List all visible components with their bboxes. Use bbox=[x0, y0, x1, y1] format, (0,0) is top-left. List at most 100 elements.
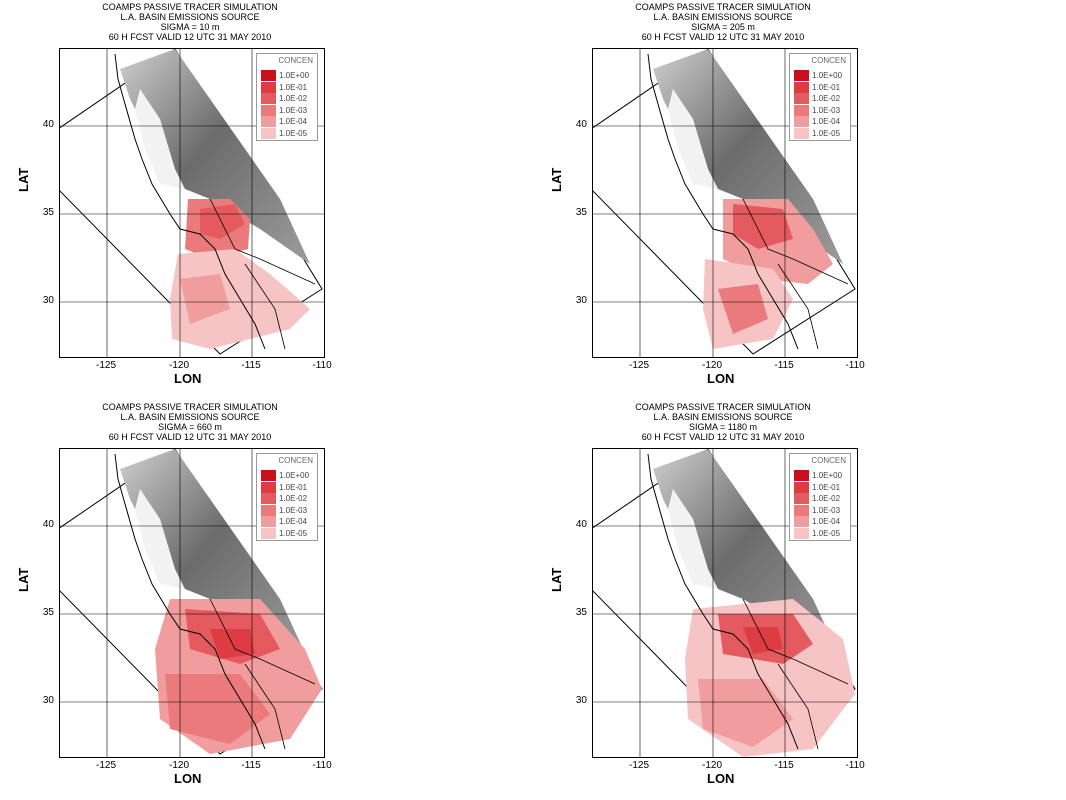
legend-swatch bbox=[794, 70, 809, 81]
legend-label: 1.0E-03 bbox=[279, 105, 308, 115]
y-tick-label: 35 bbox=[42, 607, 54, 618]
legend-swatch bbox=[794, 493, 809, 504]
x-axis-label: LON bbox=[174, 371, 202, 386]
x-tick-label: -125 bbox=[95, 760, 116, 771]
coastline bbox=[647, 453, 799, 750]
legend-label: 1.0E-05 bbox=[812, 128, 841, 138]
legend-entry: 1.0E-03 bbox=[794, 104, 848, 116]
legend-entry: 1.0E+00 bbox=[261, 470, 315, 481]
legend-entry: 1.0E-01 bbox=[794, 81, 848, 93]
legend-title: CONCEN bbox=[811, 56, 846, 65]
legend-entry: 1.0E-05 bbox=[794, 127, 848, 139]
legend-label: 1.0E-01 bbox=[812, 482, 841, 492]
x-axis-label: LON bbox=[707, 371, 735, 386]
y-tick-label: 40 bbox=[575, 119, 587, 130]
map-graphic bbox=[60, 449, 324, 757]
x-tick-label: -115 bbox=[241, 760, 261, 771]
legend-label: 1.0E+00 bbox=[279, 71, 310, 80]
title-line-1: COAMPS PASSIVE TRACER SIMULATION bbox=[102, 402, 278, 412]
legend-title: CONCEN bbox=[278, 56, 313, 65]
legend-swatch bbox=[261, 104, 276, 116]
title-line-1: COAMPS PASSIVE TRACER SIMULATION bbox=[102, 2, 278, 12]
x-tick-label: -120 bbox=[168, 360, 189, 371]
concentration-legend: CONCEN 1.0E+00 1.0E-01 1.0E-02 1.0E-03 1.0E-0… bbox=[256, 453, 318, 541]
title-line-3: SIGMA = 205 m bbox=[691, 22, 755, 32]
legend-swatch bbox=[794, 116, 809, 127]
coastline bbox=[114, 453, 266, 750]
x-tick-label: -120 bbox=[168, 760, 189, 771]
concentration-legend: CONCEN 1.0E+00 1.0E-01 1.0E-02 1.0E-03 1.0E-0… bbox=[789, 453, 851, 541]
x-tick-label: -120 bbox=[701, 360, 722, 371]
legend-swatch bbox=[261, 93, 276, 104]
legend-swatch bbox=[794, 516, 809, 527]
x-tick-label: -125 bbox=[628, 360, 649, 371]
title-line-2: L.A. BASIN EMISSIONS SOURCE bbox=[120, 12, 260, 22]
map-frame: CONCEN 1.0E+00 1.0E-01 1.0E-02 1.0E-03 1.0E-0… bbox=[59, 448, 325, 758]
legend-swatch bbox=[261, 70, 276, 81]
legend-swatch bbox=[261, 81, 276, 93]
legend-entry: 1.0E-05 bbox=[794, 527, 848, 539]
map-graphic bbox=[593, 449, 857, 757]
legend-entry: 1.0E-05 bbox=[261, 127, 315, 139]
legend-label: 1.0E-04 bbox=[812, 517, 841, 526]
y-tick-label: 30 bbox=[575, 295, 587, 306]
map-graphic bbox=[60, 49, 324, 357]
legend-label: 1.0E-02 bbox=[279, 94, 308, 103]
legend-label: 1.0E-02 bbox=[812, 494, 841, 503]
map-title-block: COAMPS PASSIVE TRACER SIMULATION L.A. BAS… bbox=[0, 2, 380, 42]
map-panel-2: COAMPS PASSIVE TRACER SIMULATION L.A. BAS… bbox=[533, 0, 1066, 400]
legend-entry: 1.0E-04 bbox=[261, 116, 315, 127]
legend-swatch bbox=[794, 81, 809, 93]
x-tick-label: -110 bbox=[845, 760, 865, 771]
legend-swatch bbox=[794, 93, 809, 104]
x-axis-label: LON bbox=[174, 771, 202, 786]
title-line-1: COAMPS PASSIVE TRACER SIMULATION bbox=[635, 2, 811, 12]
legend-swatch bbox=[261, 470, 276, 481]
x-tick-label: -110 bbox=[312, 360, 332, 371]
x-tick-label: -125 bbox=[95, 360, 116, 371]
state-border bbox=[742, 198, 849, 285]
legend-entry: 1.0E+00 bbox=[794, 470, 848, 481]
legend-label: 1.0E-01 bbox=[812, 82, 841, 92]
coastline bbox=[114, 53, 266, 350]
legend-entry: 1.0E-03 bbox=[261, 504, 315, 516]
x-tick-label: -125 bbox=[628, 760, 649, 771]
legend-swatch bbox=[261, 116, 276, 127]
legend-entry: 1.0E-04 bbox=[794, 116, 848, 127]
x-tick-label: -120 bbox=[701, 760, 722, 771]
legend-entry: 1.0E-01 bbox=[261, 81, 315, 93]
legend-label: 1.0E-04 bbox=[279, 117, 308, 126]
map-graphic bbox=[593, 49, 857, 357]
title-line-2: L.A. BASIN EMISSIONS SOURCE bbox=[120, 412, 260, 422]
y-tick-label: 40 bbox=[42, 119, 54, 130]
legend-label: 1.0E-03 bbox=[812, 505, 841, 515]
legend-swatch bbox=[261, 481, 276, 493]
y-tick-label: 30 bbox=[42, 695, 54, 706]
legend-swatch bbox=[261, 493, 276, 504]
title-line-2: L.A. BASIN EMISSIONS SOURCE bbox=[653, 12, 793, 22]
terrain-shading bbox=[120, 49, 310, 264]
x-tick-label: -110 bbox=[845, 360, 865, 371]
map-title-block: COAMPS PASSIVE TRACER SIMULATION L.A. BAS… bbox=[0, 402, 380, 442]
map-title-block: COAMPS PASSIVE TRACER SIMULATION L.A. BAS… bbox=[533, 402, 913, 442]
legend-label: 1.0E-05 bbox=[812, 528, 841, 538]
coastline bbox=[647, 53, 799, 350]
x-axis-label: LON bbox=[707, 771, 735, 786]
legend-entry: 1.0E-03 bbox=[794, 504, 848, 516]
legend-entry: 1.0E-02 bbox=[794, 493, 848, 504]
y-axis-label: LAT bbox=[16, 567, 31, 592]
legend-entry: 1.0E-01 bbox=[794, 481, 848, 493]
legend-label: 1.0E-04 bbox=[812, 117, 841, 126]
legend-entry: 1.0E-05 bbox=[261, 527, 315, 539]
legend-swatch bbox=[261, 527, 276, 539]
map-panel-4: COAMPS PASSIVE TRACER SIMULATION L.A. BAS… bbox=[533, 400, 1066, 800]
y-tick-label: 30 bbox=[575, 695, 587, 706]
legend-swatch bbox=[794, 127, 809, 139]
y-tick-label: 40 bbox=[575, 519, 587, 530]
legend-entry: 1.0E-04 bbox=[261, 516, 315, 527]
y-tick-label: 35 bbox=[575, 207, 587, 218]
legend-entry: 1.0E-04 bbox=[794, 516, 848, 527]
state-border bbox=[209, 198, 316, 285]
map-frame: CONCEN 1.0E+00 1.0E-01 1.0E-02 1.0E-03 1.0E-0… bbox=[592, 48, 858, 358]
legend-entry: 1.0E-02 bbox=[794, 93, 848, 104]
